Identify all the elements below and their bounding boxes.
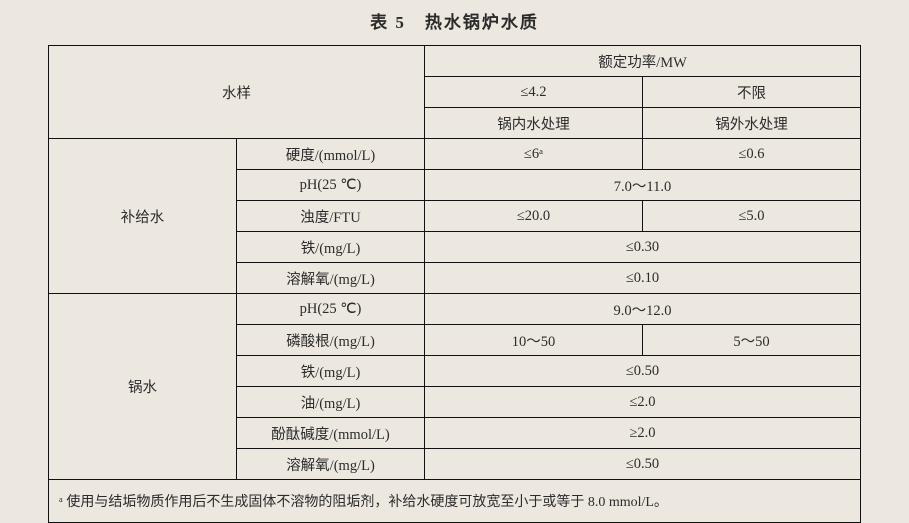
water-quality-table: 水样 额定功率/MW ≤4.2 不限 锅内水处理 锅外水处理 补给水 硬度/(m… — [48, 45, 861, 523]
value-cell: ≤20.0 — [425, 201, 643, 232]
param-cell: pH(25 ℃) — [237, 170, 425, 201]
value-cell: ≤0.50 — [425, 356, 861, 387]
group-label: 补给水 — [49, 139, 237, 294]
header-col2-bot: 锅外水处理 — [643, 108, 861, 139]
header-col1-bot: 锅内水处理 — [425, 108, 643, 139]
header-col2-top: 不限 — [643, 77, 861, 108]
table-row: 水样 额定功率/MW — [49, 46, 861, 77]
table-caption: 表 5 热水锅炉水质 — [0, 8, 909, 33]
param-cell: 酚酞碱度/(mmol/L) — [237, 418, 425, 449]
table-row: 锅水 pH(25 ℃) 9.0～12.0 — [49, 294, 861, 325]
param-cell: 溶解氧/(mg/L) — [237, 449, 425, 480]
value-cell: ≤2.0 — [425, 387, 861, 418]
value-cell: ≤5.0 — [643, 201, 861, 232]
value-cell: 5～50 — [643, 325, 861, 356]
param-cell: 浊度/FTU — [237, 201, 425, 232]
value-cell: ≤0.30 — [425, 232, 861, 263]
param-cell: 硬度/(mmol/L) — [237, 139, 425, 170]
page: 表 5 热水锅炉水质 水样 额定功率/MW ≤4.2 不限 锅内水处理 锅外水处… — [0, 0, 909, 520]
param-cell: 油/(mg/L) — [237, 387, 425, 418]
value-cell: ≤0.10 — [425, 263, 861, 294]
value-cell: 7.0～11.0 — [425, 170, 861, 201]
header-col1-top: ≤4.2 — [425, 77, 643, 108]
header-sample: 水样 — [49, 46, 425, 139]
table-row: 补给水 硬度/(mmol/L) ≤6ᵃ ≤0.6 — [49, 139, 861, 170]
param-cell: 磷酸根/(mg/L) — [237, 325, 425, 356]
param-cell: 铁/(mg/L) — [237, 356, 425, 387]
value-cell: ≤0.50 — [425, 449, 861, 480]
value-cell: ≤0.6 — [643, 139, 861, 170]
footnote: ᵃ 使用与结垢物质作用后不生成固体不溶物的阻垢剂，补给水硬度可放宽至小于或等于 … — [49, 480, 861, 523]
value-cell: ≥2.0 — [425, 418, 861, 449]
table-row: ᵃ 使用与结垢物质作用后不生成固体不溶物的阻垢剂，补给水硬度可放宽至小于或等于 … — [49, 480, 861, 523]
value-cell: ≤6ᵃ — [425, 139, 643, 170]
param-cell: pH(25 ℃) — [237, 294, 425, 325]
value-cell: 10～50 — [425, 325, 643, 356]
table-wrapper: 水样 额定功率/MW ≤4.2 不限 锅内水处理 锅外水处理 补给水 硬度/(m… — [48, 45, 861, 523]
value-cell: 9.0～12.0 — [425, 294, 861, 325]
group-label: 锅水 — [49, 294, 237, 480]
param-cell: 铁/(mg/L) — [237, 232, 425, 263]
param-cell: 溶解氧/(mg/L) — [237, 263, 425, 294]
header-rated-power: 额定功率/MW — [425, 46, 861, 77]
